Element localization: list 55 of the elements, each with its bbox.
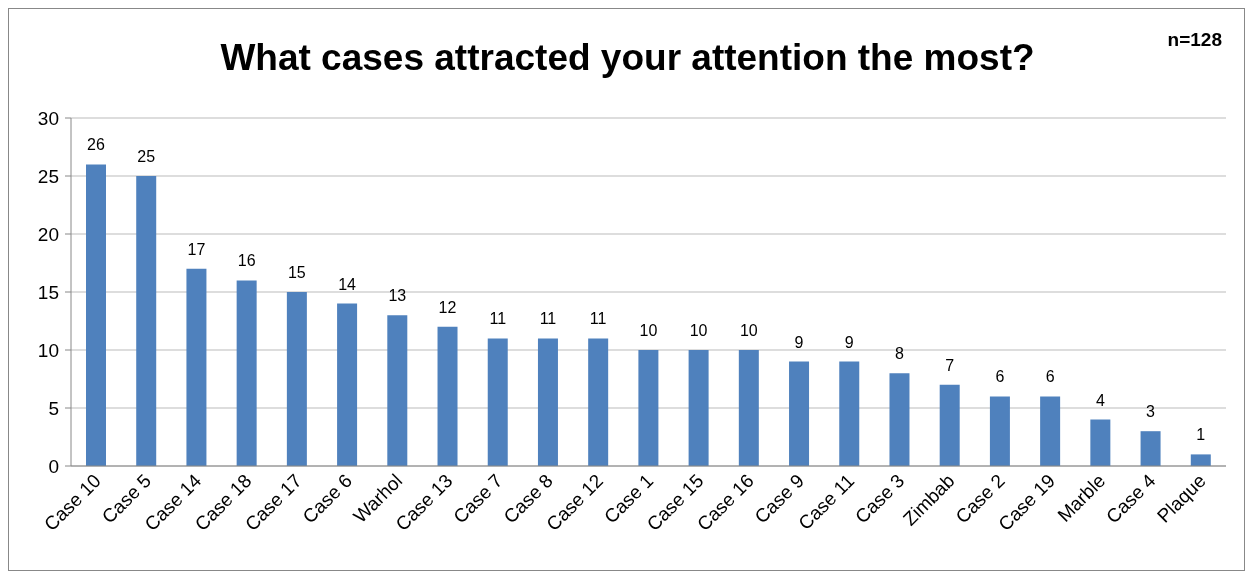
- bar: [789, 361, 810, 466]
- bar: [889, 373, 910, 466]
- data-label: 6: [1045, 368, 1055, 386]
- bar: [537, 338, 558, 466]
- y-tick-label: 20: [37, 223, 59, 245]
- bar: [1090, 419, 1111, 466]
- data-label: 10: [639, 322, 658, 339]
- bar: [286, 292, 307, 466]
- y-tick-label: 30: [37, 107, 59, 129]
- data-label: 16: [237, 252, 256, 270]
- bar: [1190, 454, 1211, 466]
- bar: [939, 384, 960, 466]
- data-label: 10: [739, 322, 758, 339]
- data-label: 17: [187, 240, 206, 258]
- data-label: 11: [539, 310, 557, 328]
- data-label: 13: [388, 287, 407, 305]
- bar: [1040, 396, 1061, 466]
- data-label: 8: [895, 345, 905, 363]
- bar: [86, 164, 106, 466]
- data-label: 6: [995, 368, 1005, 386]
- data-label: 26: [87, 136, 105, 154]
- bar: [236, 280, 257, 466]
- data-label: 4: [1095, 391, 1105, 409]
- data-label: 9: [794, 333, 804, 351]
- y-tick-label: 0: [48, 455, 59, 477]
- bar: [638, 350, 659, 466]
- data-label: 12: [438, 298, 457, 316]
- bar: [989, 396, 1010, 466]
- text: n=128: [1167, 29, 1222, 51]
- chart-title: What cases attracted your attention the most?: [220, 37, 1035, 78]
- y-tick-label: 10: [37, 339, 59, 361]
- data-label: 9: [844, 333, 854, 351]
- bar: [136, 176, 157, 466]
- data-label: 10: [689, 322, 708, 339]
- data-label: 3: [1146, 403, 1156, 421]
- data-label: 15: [287, 264, 306, 281]
- bar: [487, 338, 508, 466]
- bar: [588, 338, 609, 466]
- y-tick-label: 25: [37, 165, 59, 187]
- data-label: 25: [137, 148, 156, 165]
- data-label: 14: [338, 275, 357, 293]
- bar: [387, 315, 408, 466]
- bar: [186, 268, 207, 466]
- bar: [738, 350, 759, 466]
- data-label: 11: [489, 310, 507, 328]
- bar: [688, 350, 709, 466]
- y-tick-label: 15: [37, 281, 59, 303]
- y-tick-label: 5: [48, 397, 59, 419]
- bar: [437, 326, 458, 466]
- data-label: 1: [1196, 426, 1206, 444]
- data-label: 11: [589, 310, 607, 328]
- bar: [839, 361, 860, 466]
- bar: [337, 303, 358, 466]
- data-label: 7: [945, 356, 955, 374]
- bar: [1140, 431, 1161, 466]
